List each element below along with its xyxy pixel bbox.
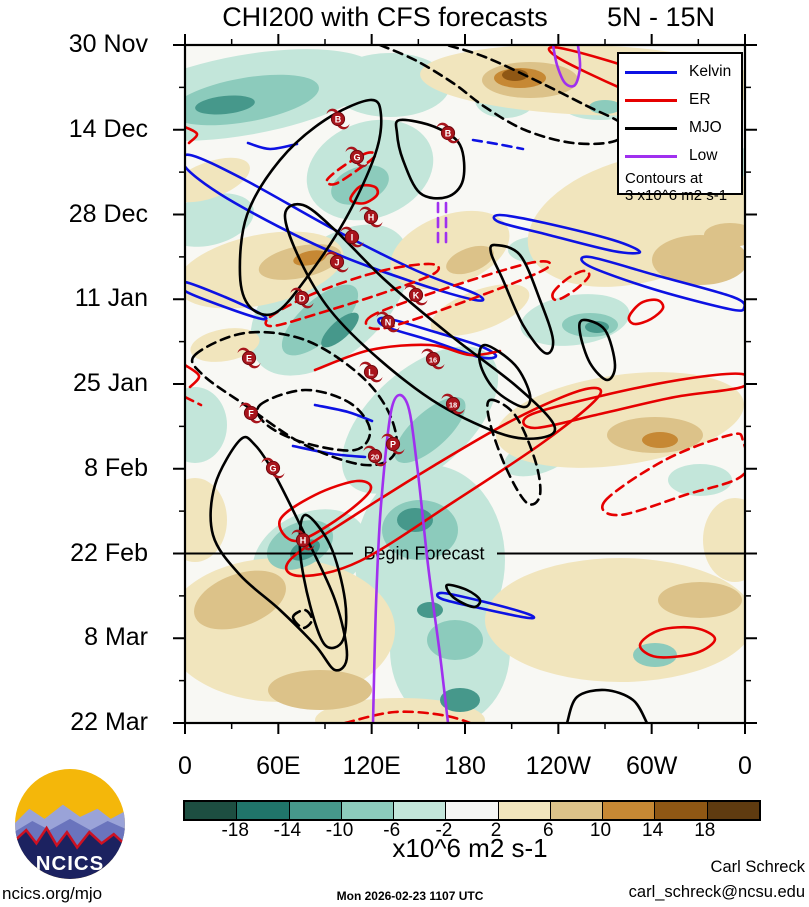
colorbar-tick-label: -6 [383,820,401,841]
legend-label: MJO [689,119,722,136]
colorbar-tick-label: -14 [273,820,302,841]
begin-forecast-label: Begin Forecast [363,544,484,564]
colorbar-segment [185,802,237,819]
colorbar-segment [706,802,759,819]
legend-rows: Kelvin ER MJO Low [625,58,741,170]
longitude-tick-label: 120E [342,752,401,780]
storm-label: 20 [371,452,379,461]
legend-row-er: ER [625,86,741,114]
legend-row-low: Low [625,142,741,170]
author-email: carl_schreck@ncsu.edu [628,883,805,901]
timestamp: Mon 2026-02-23 1107 UTC [336,889,484,903]
date-tick-label: 25 Jan [72,369,148,397]
colorbar-segment [654,802,707,819]
colorbar-segment [497,802,550,819]
storm-label: H [368,212,375,222]
storm-label: L [368,367,374,377]
date-tick-label: 8 Feb [84,453,148,482]
date-tick-label: 30 Nov [68,30,148,58]
storm-label: B [335,114,342,124]
longitude-tick-label: 120W [525,752,591,780]
storm-label: H [300,535,307,545]
author-name: Carl Schreck [710,858,805,876]
page-title: CHI200 with CFS forecasts [222,2,548,32]
legend-label: ER [689,91,711,108]
date-tick-label: 14 Dec [68,114,148,143]
storm-label: P [390,439,396,449]
date-tick-label: 22 Mar [70,708,148,736]
longitude-tick-label: 0 [738,752,752,780]
storm-label: J [334,257,339,267]
storm-label: K [413,290,420,300]
colorbar-tick-label: 18 [694,820,716,841]
storm-label: D [299,293,306,303]
date-tick-label: 22 Feb [70,538,148,567]
colorbar-segment [340,802,394,819]
longitude-tick-label: 60E [256,752,301,780]
anomaly-shading-blob [658,582,742,618]
site-url: ncics.org/mjo [2,884,103,903]
colorbar [183,800,761,821]
longitude-tick-label: 180 [444,752,486,780]
storm-label: G [269,463,276,473]
logo-art: NCICS [15,769,125,879]
colorbar-segment [236,802,289,819]
colorbar-units-label: x10^6 m2 s-1 [392,833,548,863]
colorbar-segment [288,802,341,819]
logo-text: NCICS [36,853,104,875]
colorbar-tick-label: 14 [642,820,664,841]
anomaly-shading-blob [642,432,678,448]
storm-label: N [385,317,392,327]
colorbar-tick-label: 10 [589,820,612,841]
colorbar-tick-label: -2 [435,820,453,841]
anomaly-shading-blob [268,670,372,710]
colorbar-tick-label: -10 [325,820,354,841]
colorbar-tick-label: 6 [542,820,554,841]
kelvin-line-sample [625,70,677,74]
low-line-sample [625,154,677,158]
storm-label: 18 [449,400,457,409]
colorbar-tick-label: -18 [221,820,249,841]
mjo-line-sample [625,126,677,130]
lat-band-label: 5N - 15N [606,2,715,32]
storm-label: I [351,232,354,242]
colorbar-tick-label: 2 [490,820,502,841]
legend-note-line1: Contours at [625,170,703,187]
wave-legend: Kelvin ER MJO Low Contours at 3 x10^6 m2 s-… [617,52,743,204]
date-tick-label: 11 Jan [74,284,148,313]
colorbar-segment [602,802,655,819]
storm-label: B [445,128,452,138]
colorbar-segment [445,802,498,819]
longitude-tick-label: 0 [178,752,192,780]
storm-label: E [246,353,252,363]
colorbar-segment [549,802,603,819]
er-line-sample [625,98,677,102]
logo-red-ridge-line [15,825,125,850]
ncics-logo: NCICS [15,769,125,879]
colorbar-segment [393,802,446,819]
legend-label: Low [689,147,718,164]
storm-label: F [248,408,254,418]
anomaly-shading-blob [417,602,443,618]
anomaly-shading-blob [485,558,745,682]
legend-note-line2: 3 x10^6 m2 s-1 [625,187,728,204]
legend-label: Kelvin [689,63,732,80]
date-tick-label: 8 Mar [84,623,148,652]
date-tick-label: 28 Dec [68,199,148,228]
longitude-tick-label: 60W [625,752,678,780]
storm-label: G [353,152,360,162]
legend-row-kelvin: Kelvin [625,58,741,86]
legend-row-mjo: MJO [625,114,741,142]
storm-label: 16 [429,355,437,364]
